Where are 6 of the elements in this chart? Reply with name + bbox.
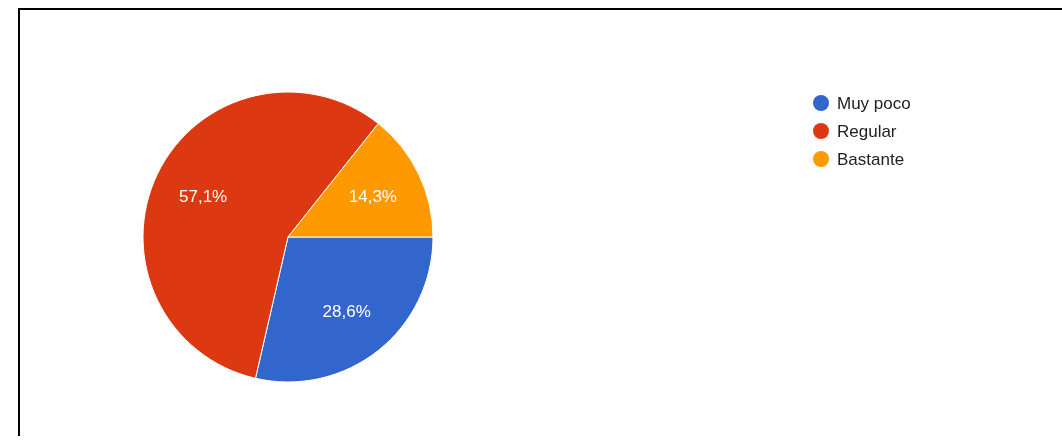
data-label: 28,6% — [322, 301, 371, 321]
legend-label: Muy poco — [837, 94, 911, 113]
data-label: 14,3% — [348, 187, 397, 207]
legend-label: Bastante — [837, 150, 905, 169]
legend-label: Regular — [837, 122, 897, 141]
data-label: 57,1% — [179, 187, 228, 207]
